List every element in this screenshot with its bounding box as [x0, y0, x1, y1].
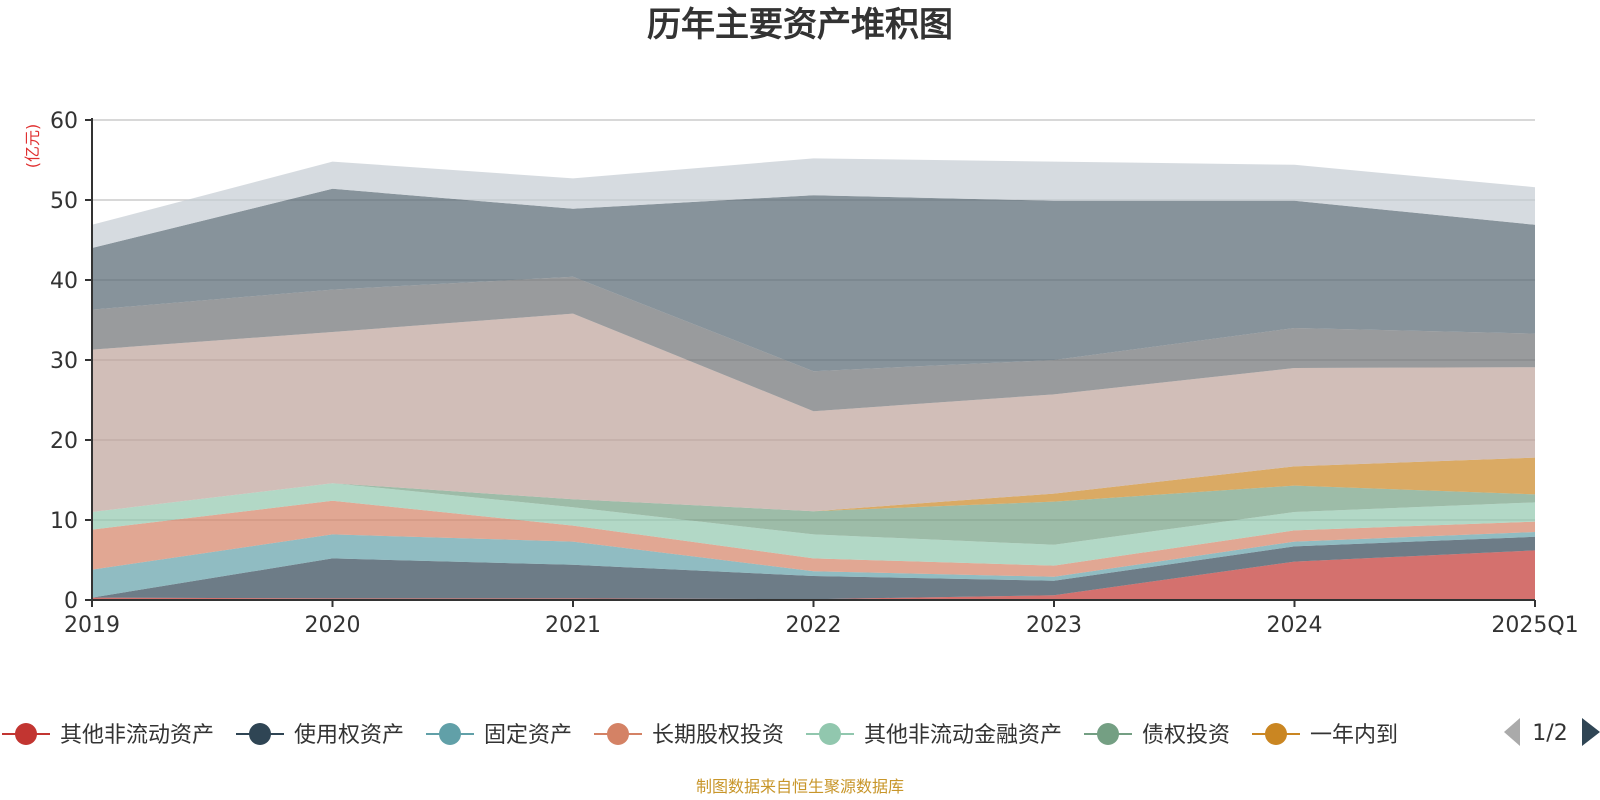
y-axis-unit-label: (亿元)	[23, 124, 42, 169]
legend-item-3[interactable]: 固定资产	[426, 723, 572, 748]
x-axis-ticks: 2019 2020 2021 2022 2023 2024 2025Q1	[64, 600, 1579, 638]
x-tick-label: 2022	[786, 613, 842, 638]
x-tick-label: 2019	[64, 613, 120, 638]
y-axis-ticks: 0 10 20 30 40 50 60	[50, 109, 92, 614]
area-10[interactable]	[92, 188, 1535, 372]
legend-prev-arrow-icon[interactable]	[1504, 718, 1520, 746]
x-tick-label: 2024	[1267, 613, 1323, 638]
legend-label: 长期股权投资	[652, 723, 784, 748]
y-tick-label: 60	[50, 109, 78, 134]
legend-item-7[interactable]: 一年内到	[1252, 723, 1398, 748]
legend-item-4[interactable]: 长期股权投资	[594, 723, 784, 748]
area-4[interactable]	[92, 500, 1535, 577]
area-series	[92, 158, 1535, 600]
legend-marker-icon	[439, 723, 461, 745]
area-6[interactable]	[92, 483, 1535, 545]
area-1[interactable]	[92, 550, 1535, 600]
y-tick-label: 0	[64, 589, 78, 614]
legend-label: 一年内到	[1310, 723, 1398, 748]
y-tick-label: 20	[50, 429, 78, 454]
legend-marker-icon	[607, 723, 629, 745]
legend: 其他非流动资产 使用权资产 固定资产 长期股权投资 其他非流动金融资产 债权投资 一年内到	[2, 723, 1398, 748]
area-5[interactable]	[92, 483, 1535, 566]
legend-item-2[interactable]: 使用权资产	[236, 723, 404, 748]
area-7[interactable]	[92, 457, 1535, 512]
data-source-note: 制图数据来自恒生聚源数据库	[696, 777, 904, 796]
legend-page-indicator: 1/2	[1532, 721, 1567, 746]
x-tick-label: 2021	[545, 613, 601, 638]
legend-label: 固定资产	[484, 723, 572, 748]
legend-marker-icon	[249, 723, 271, 745]
x-tick-label: 2023	[1026, 613, 1082, 638]
legend-marker-icon	[1265, 723, 1287, 745]
y-tick-label: 30	[50, 349, 78, 374]
legend-marker-icon	[1097, 723, 1119, 745]
x-tick-label: 2025Q1	[1491, 613, 1578, 638]
y-tick-label: 10	[50, 509, 78, 534]
area-9[interactable]	[92, 276, 1535, 412]
legend-label: 债权投资	[1142, 723, 1230, 748]
legend-marker-icon	[15, 723, 37, 745]
area-11[interactable]	[92, 158, 1535, 248]
legend-label: 其他非流动金融资产	[864, 723, 1062, 748]
legend-item-6[interactable]: 债权投资	[1084, 723, 1230, 748]
y-tick-label: 50	[50, 189, 78, 214]
x-tick-label: 2020	[305, 613, 361, 638]
legend-pager: 1/2	[1504, 718, 1600, 746]
y-tick-label: 40	[50, 269, 78, 294]
area-3[interactable]	[92, 532, 1535, 598]
legend-item-5[interactable]: 其他非流动金融资产	[806, 723, 1062, 748]
area-8[interactable]	[92, 313, 1535, 512]
area-2[interactable]	[92, 536, 1535, 600]
legend-label: 其他非流动资产	[60, 723, 214, 748]
legend-marker-icon	[819, 723, 841, 745]
legend-next-arrow-icon[interactable]	[1582, 718, 1600, 746]
legend-item-1[interactable]: 其他非流动资产	[2, 723, 214, 748]
legend-label: 使用权资产	[294, 723, 404, 748]
chart-title: 历年主要资产堆积图	[647, 5, 953, 45]
